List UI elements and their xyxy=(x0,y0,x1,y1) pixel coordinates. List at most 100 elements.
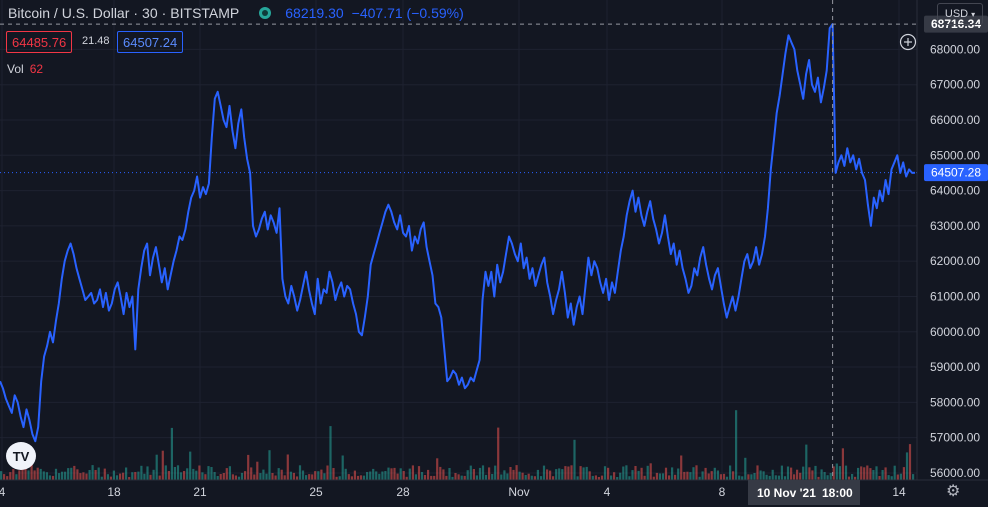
price-tick-label: 59000.00 xyxy=(930,360,980,374)
volume-bar xyxy=(674,474,677,480)
volume-bar xyxy=(73,465,76,480)
volume-bar xyxy=(3,474,6,480)
volume-bar xyxy=(887,475,890,480)
volume-bar xyxy=(305,475,308,480)
volume-bar xyxy=(6,476,9,480)
volume-bar xyxy=(164,465,167,480)
price-tick-label: 56000.00 xyxy=(930,466,980,480)
volume-bar xyxy=(607,467,610,480)
price-tick-label: 68000.00 xyxy=(930,42,980,56)
volume-bar xyxy=(369,471,372,480)
volume-bar xyxy=(780,465,783,480)
volume-bar xyxy=(802,466,805,480)
volume-bar xyxy=(722,473,726,480)
symbol-legend[interactable]: Bitcoin / U.S. Dollar · 30 · BITSTAMP 68… xyxy=(8,5,464,21)
time-axis[interactable]: 4 18 21 25 28 Nov 4 8 14 xyxy=(0,485,906,499)
currency-selector[interactable]: USD ▾ xyxy=(937,3,983,25)
add-alert-button[interactable] xyxy=(899,33,917,51)
volume-bar xyxy=(597,477,600,480)
volume-bar xyxy=(183,471,186,480)
volume-bar xyxy=(36,467,39,480)
volume-bar xyxy=(475,475,478,480)
volume-bar xyxy=(893,465,896,480)
sell-price-button[interactable]: 64485.76 xyxy=(6,31,73,53)
volume-bar xyxy=(729,465,732,480)
volume-bar xyxy=(433,475,436,480)
volume-bar xyxy=(417,466,421,480)
tradingview-logo[interactable]: TV xyxy=(6,442,36,470)
volume-bar xyxy=(146,466,149,480)
volume-bar xyxy=(231,474,234,480)
volume-bar xyxy=(122,472,125,480)
volume-bar xyxy=(912,474,915,480)
volume-bar xyxy=(698,476,701,480)
volume-bar xyxy=(826,475,829,480)
volume-bar xyxy=(689,472,692,480)
time-tick-label: 4 xyxy=(0,485,6,499)
volume-bar xyxy=(512,469,515,480)
volume-bar xyxy=(796,469,799,480)
time-tick-label: 8 xyxy=(719,485,726,499)
volume-bar xyxy=(85,473,88,480)
volume-bar xyxy=(765,474,768,480)
volume-bar xyxy=(201,472,204,480)
volume-bar xyxy=(817,476,820,480)
volume-bar xyxy=(701,471,704,480)
volume-bar xyxy=(628,476,631,480)
volume-bar xyxy=(524,475,527,480)
volume-bar xyxy=(131,472,134,480)
volume-bar xyxy=(408,468,411,480)
market-status-icon[interactable] xyxy=(259,7,272,19)
volume-bar xyxy=(857,467,860,480)
volume-bar xyxy=(155,454,158,480)
volume-bar xyxy=(680,455,683,480)
volume-bar xyxy=(594,475,597,480)
time-tick-label: 25 xyxy=(309,485,323,499)
price-tick-label: 63000.00 xyxy=(930,219,980,233)
volume-bar xyxy=(521,472,524,480)
volume-bar xyxy=(710,471,713,480)
time-tick-label: 21 xyxy=(193,485,207,499)
price-series-line xyxy=(0,23,916,443)
volume-bar xyxy=(70,467,73,480)
buy-price-button[interactable]: 64507.24 xyxy=(117,31,184,53)
volume-bar xyxy=(18,470,21,480)
volume-bar xyxy=(814,465,817,480)
volume-bar xyxy=(45,472,48,480)
volume-bar xyxy=(555,469,558,480)
volume-bar xyxy=(198,465,201,480)
volume-bar xyxy=(564,466,567,480)
volume-bar xyxy=(91,465,94,480)
volume-bar xyxy=(161,450,164,480)
volume-bar xyxy=(308,474,311,480)
volume-bar xyxy=(506,473,509,480)
volume-bar xyxy=(143,473,146,480)
volume-bar xyxy=(27,470,30,480)
interval-label[interactable]: 30 xyxy=(142,5,158,21)
volume-bar xyxy=(332,468,335,480)
volume-bar xyxy=(347,474,350,480)
volume-bar xyxy=(82,472,85,480)
plus-circle-icon[interactable] xyxy=(899,33,917,51)
volume-bar xyxy=(393,467,396,480)
volume-bar xyxy=(216,476,219,480)
volume-bar xyxy=(735,410,738,480)
volume-bar xyxy=(805,444,808,480)
volume-bar xyxy=(88,470,91,480)
volume-legend[interactable]: Vol 62 xyxy=(7,62,43,76)
price-axis[interactable]: 56000.00 57000.00 58000.00 59000.00 60000.00… xyxy=(930,42,980,480)
volume-bar xyxy=(94,470,97,480)
volume-bar xyxy=(664,467,668,480)
volume-bar xyxy=(460,475,463,480)
volume-bar xyxy=(643,475,646,480)
volume-bar xyxy=(295,476,299,480)
symbol-name[interactable]: Bitcoin / U.S. Dollar xyxy=(8,5,130,21)
volume-bar xyxy=(152,469,155,480)
volume-bar xyxy=(542,465,546,480)
volume-bar xyxy=(411,465,414,480)
exchange-label[interactable]: BITSTAMP xyxy=(170,5,240,21)
volume-bar xyxy=(323,473,326,480)
gear-icon[interactable]: ⚙ xyxy=(946,483,961,500)
volume-bar xyxy=(478,467,482,480)
